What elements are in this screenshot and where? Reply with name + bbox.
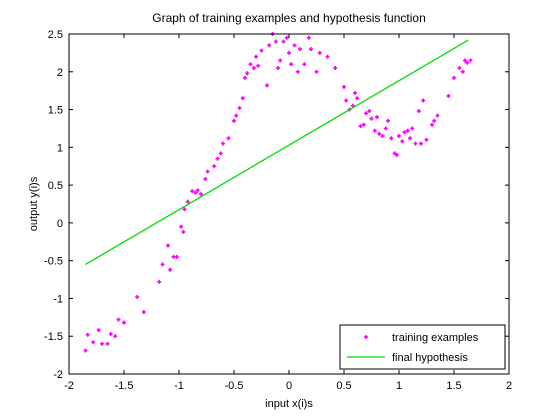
plot-area [69, 34, 509, 374]
y-tick-label: 0.5 [48, 180, 63, 192]
legend: training examples final hypothesis [340, 325, 505, 369]
x-tick-label: 0 [286, 380, 292, 392]
x-axis-label: input x(i)s [265, 398, 313, 410]
y-tick-label: 1.5 [48, 105, 63, 117]
x-tick-label: -1.5 [115, 380, 134, 392]
y-tick-label: 2 [57, 67, 63, 79]
x-tick-label: 0.5 [336, 380, 351, 392]
chart-title: Graph of training examples and hypothesi… [152, 11, 426, 25]
x-tick-label: 1 [396, 380, 402, 392]
y-tick-label: 0 [57, 218, 63, 230]
y-tick-label: 2.5 [48, 29, 63, 41]
y-tick-label: -2 [53, 369, 63, 381]
y-tick-label: 1 [57, 142, 63, 154]
legend-label-training-examples: training examples [392, 332, 479, 344]
x-tick-label: -0.5 [225, 380, 244, 392]
y-axis-label: output y(i)s [28, 176, 40, 231]
x-tick-label: -2 [64, 380, 74, 392]
x-tick-label: -1 [174, 380, 184, 392]
legend-label-final-hypothesis: final hypothesis [392, 352, 468, 364]
y-tick-label: -1 [53, 293, 63, 305]
y-tick-label: -1.5 [44, 331, 63, 343]
y-tick-label: -0.5 [44, 256, 63, 268]
x-tick-label: 1.5 [446, 380, 461, 392]
x-tick-label: 2 [506, 380, 512, 392]
